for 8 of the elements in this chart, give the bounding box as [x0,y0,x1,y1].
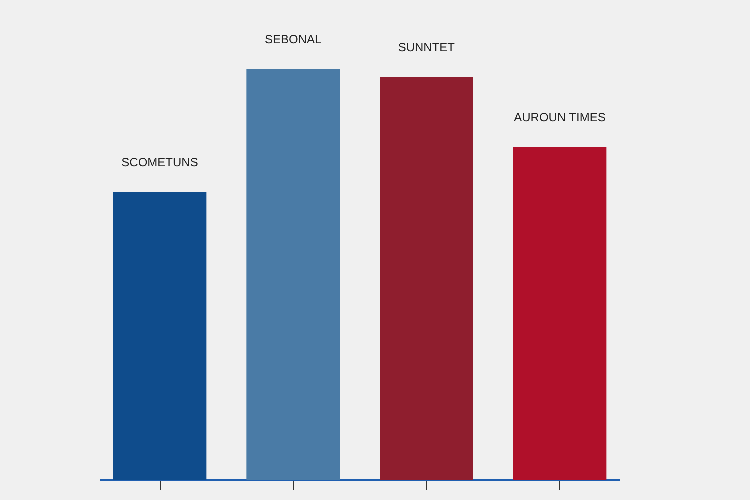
text: SUNNTET [398,40,456,54]
bar [380,78,474,480]
bar [246,69,340,480]
text: SEBONAL [264,32,322,46]
bar [513,147,607,480]
annotation: SCOMETUNS [122,156,198,170]
annotation: AUROUN TIMES [514,110,606,124]
bar [113,192,207,480]
